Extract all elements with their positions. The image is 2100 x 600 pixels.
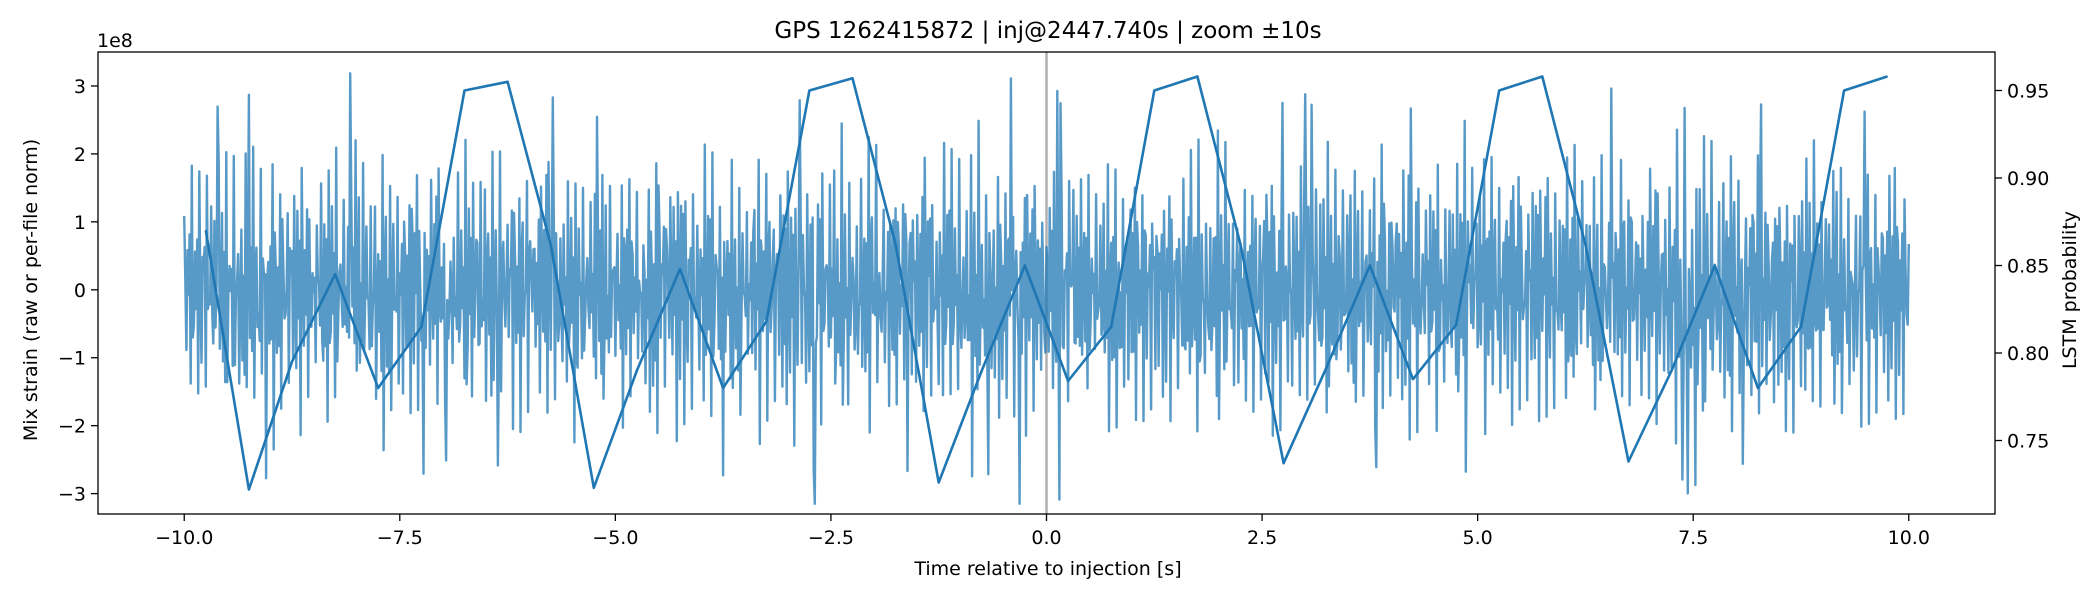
lstm-probability-point: [937, 481, 940, 484]
x-tick-label: −10.0: [155, 527, 213, 549]
left-y-tick-label: −2: [58, 416, 86, 438]
lstm-probability-point: [1282, 462, 1285, 465]
plot-area: [183, 52, 1910, 514]
right-y-axis-label: LSTM probability: [2059, 211, 2081, 369]
lstm-probability-point: [1024, 264, 1026, 267]
x-tick-label: 2.5: [1247, 527, 1277, 549]
lstm-probability-point: [1670, 369, 1673, 372]
lstm-probability-point: [1584, 243, 1587, 246]
left-y-axis: −3 −2 −1 0 1 2 3: [58, 76, 98, 506]
x-axis-label: Time relative to injection [s]: [913, 558, 1181, 580]
lstm-probability-point: [1757, 387, 1759, 389]
lstm-probability-point: [1369, 264, 1371, 267]
left-y-tick-label: 3: [74, 76, 86, 98]
left-y-tick-label: 2: [74, 144, 86, 166]
axes-frame: [97, 51, 1996, 515]
lstm-probability-point: [593, 486, 595, 489]
lstm-probability-point: [722, 387, 724, 389]
lstm-probability-point: [1843, 89, 1845, 92]
left-y-axis-label: Mix strain (raw or per-file norm): [20, 139, 42, 441]
chart-title: GPS 1262415872 | inj@2447.740s | zoom ±1…: [774, 18, 1321, 44]
lstm-probability-point: [506, 80, 509, 83]
lstm-probability-line: [204, 75, 1888, 491]
x-tick-label: −5.0: [592, 527, 638, 549]
lstm-probability-point: [894, 243, 897, 246]
lstm-probability-point: [636, 369, 638, 372]
lstm-probability-point: [463, 89, 466, 92]
x-tick-label: −7.5: [377, 527, 423, 549]
lstm-probability-point: [291, 360, 293, 363]
right-y-tick-label: 0.95: [2007, 81, 2049, 103]
lstm-probability-point: [1412, 378, 1414, 381]
x-tick-label: 10.0: [1888, 527, 1930, 549]
left-y-tick-label: −1: [58, 348, 86, 370]
lstm-probability-point: [1325, 366, 1328, 368]
lstm-probability-point: [549, 243, 552, 246]
lstm-probability-point: [1196, 75, 1199, 78]
lstm-probability-point: [1455, 324, 1457, 326]
x-tick-label: −2.5: [808, 527, 854, 549]
lstm-probability-point: [1800, 325, 1802, 328]
lstm-probability-point: [1153, 89, 1156, 92]
lstm-probability-point: [1067, 380, 1069, 382]
x-tick-label: 5.0: [1463, 527, 1493, 549]
lstm-probability-point: [420, 325, 423, 328]
lstm-probability-point: [204, 229, 207, 232]
lstm-probability-point: [1239, 243, 1242, 246]
right-y-tick-label: 0.90: [2007, 168, 2049, 190]
lstm-probability-point: [765, 320, 768, 323]
right-y-tick-label: 0.85: [2007, 256, 2049, 278]
x-axis: −10.0 −7.5 −5.0 −2.5 0.0 2.5 5.0 7.5 10.0: [155, 514, 1930, 549]
lstm-probability-point: [377, 387, 380, 389]
lstm-probability-point: [679, 268, 681, 270]
lstm-probability-point: [1627, 460, 1630, 463]
lstm-probability-point: [1886, 75, 1889, 78]
lstm-probability-point: [248, 488, 250, 491]
left-axis-offset-label: 1e8: [97, 30, 133, 52]
lstm-probability-point: [808, 89, 811, 92]
lstm-probability-point: [1110, 325, 1112, 328]
x-tick-label: 0.0: [1031, 527, 1061, 549]
lstm-probability-point: [851, 77, 854, 80]
right-y-tick-label: 0.75: [2007, 431, 2049, 453]
left-y-tick-label: 1: [74, 212, 86, 234]
lstm-probability-point: [1541, 75, 1544, 78]
right-y-axis: 0.75 0.80 0.85 0.90 0.95: [1995, 81, 2049, 453]
strain-series-line: [183, 72, 1910, 505]
lstm-probability-point: [1498, 89, 1500, 92]
right-y-tick-label: 0.80: [2007, 343, 2049, 365]
x-tick-label: 7.5: [1678, 527, 1708, 549]
lstm-probability-point: [334, 273, 336, 276]
left-y-tick-label: −3: [58, 484, 86, 506]
lstm-probability-point: [981, 369, 983, 372]
lstm-probability-point: [1713, 264, 1716, 267]
left-y-tick-label: 0: [74, 280, 86, 302]
